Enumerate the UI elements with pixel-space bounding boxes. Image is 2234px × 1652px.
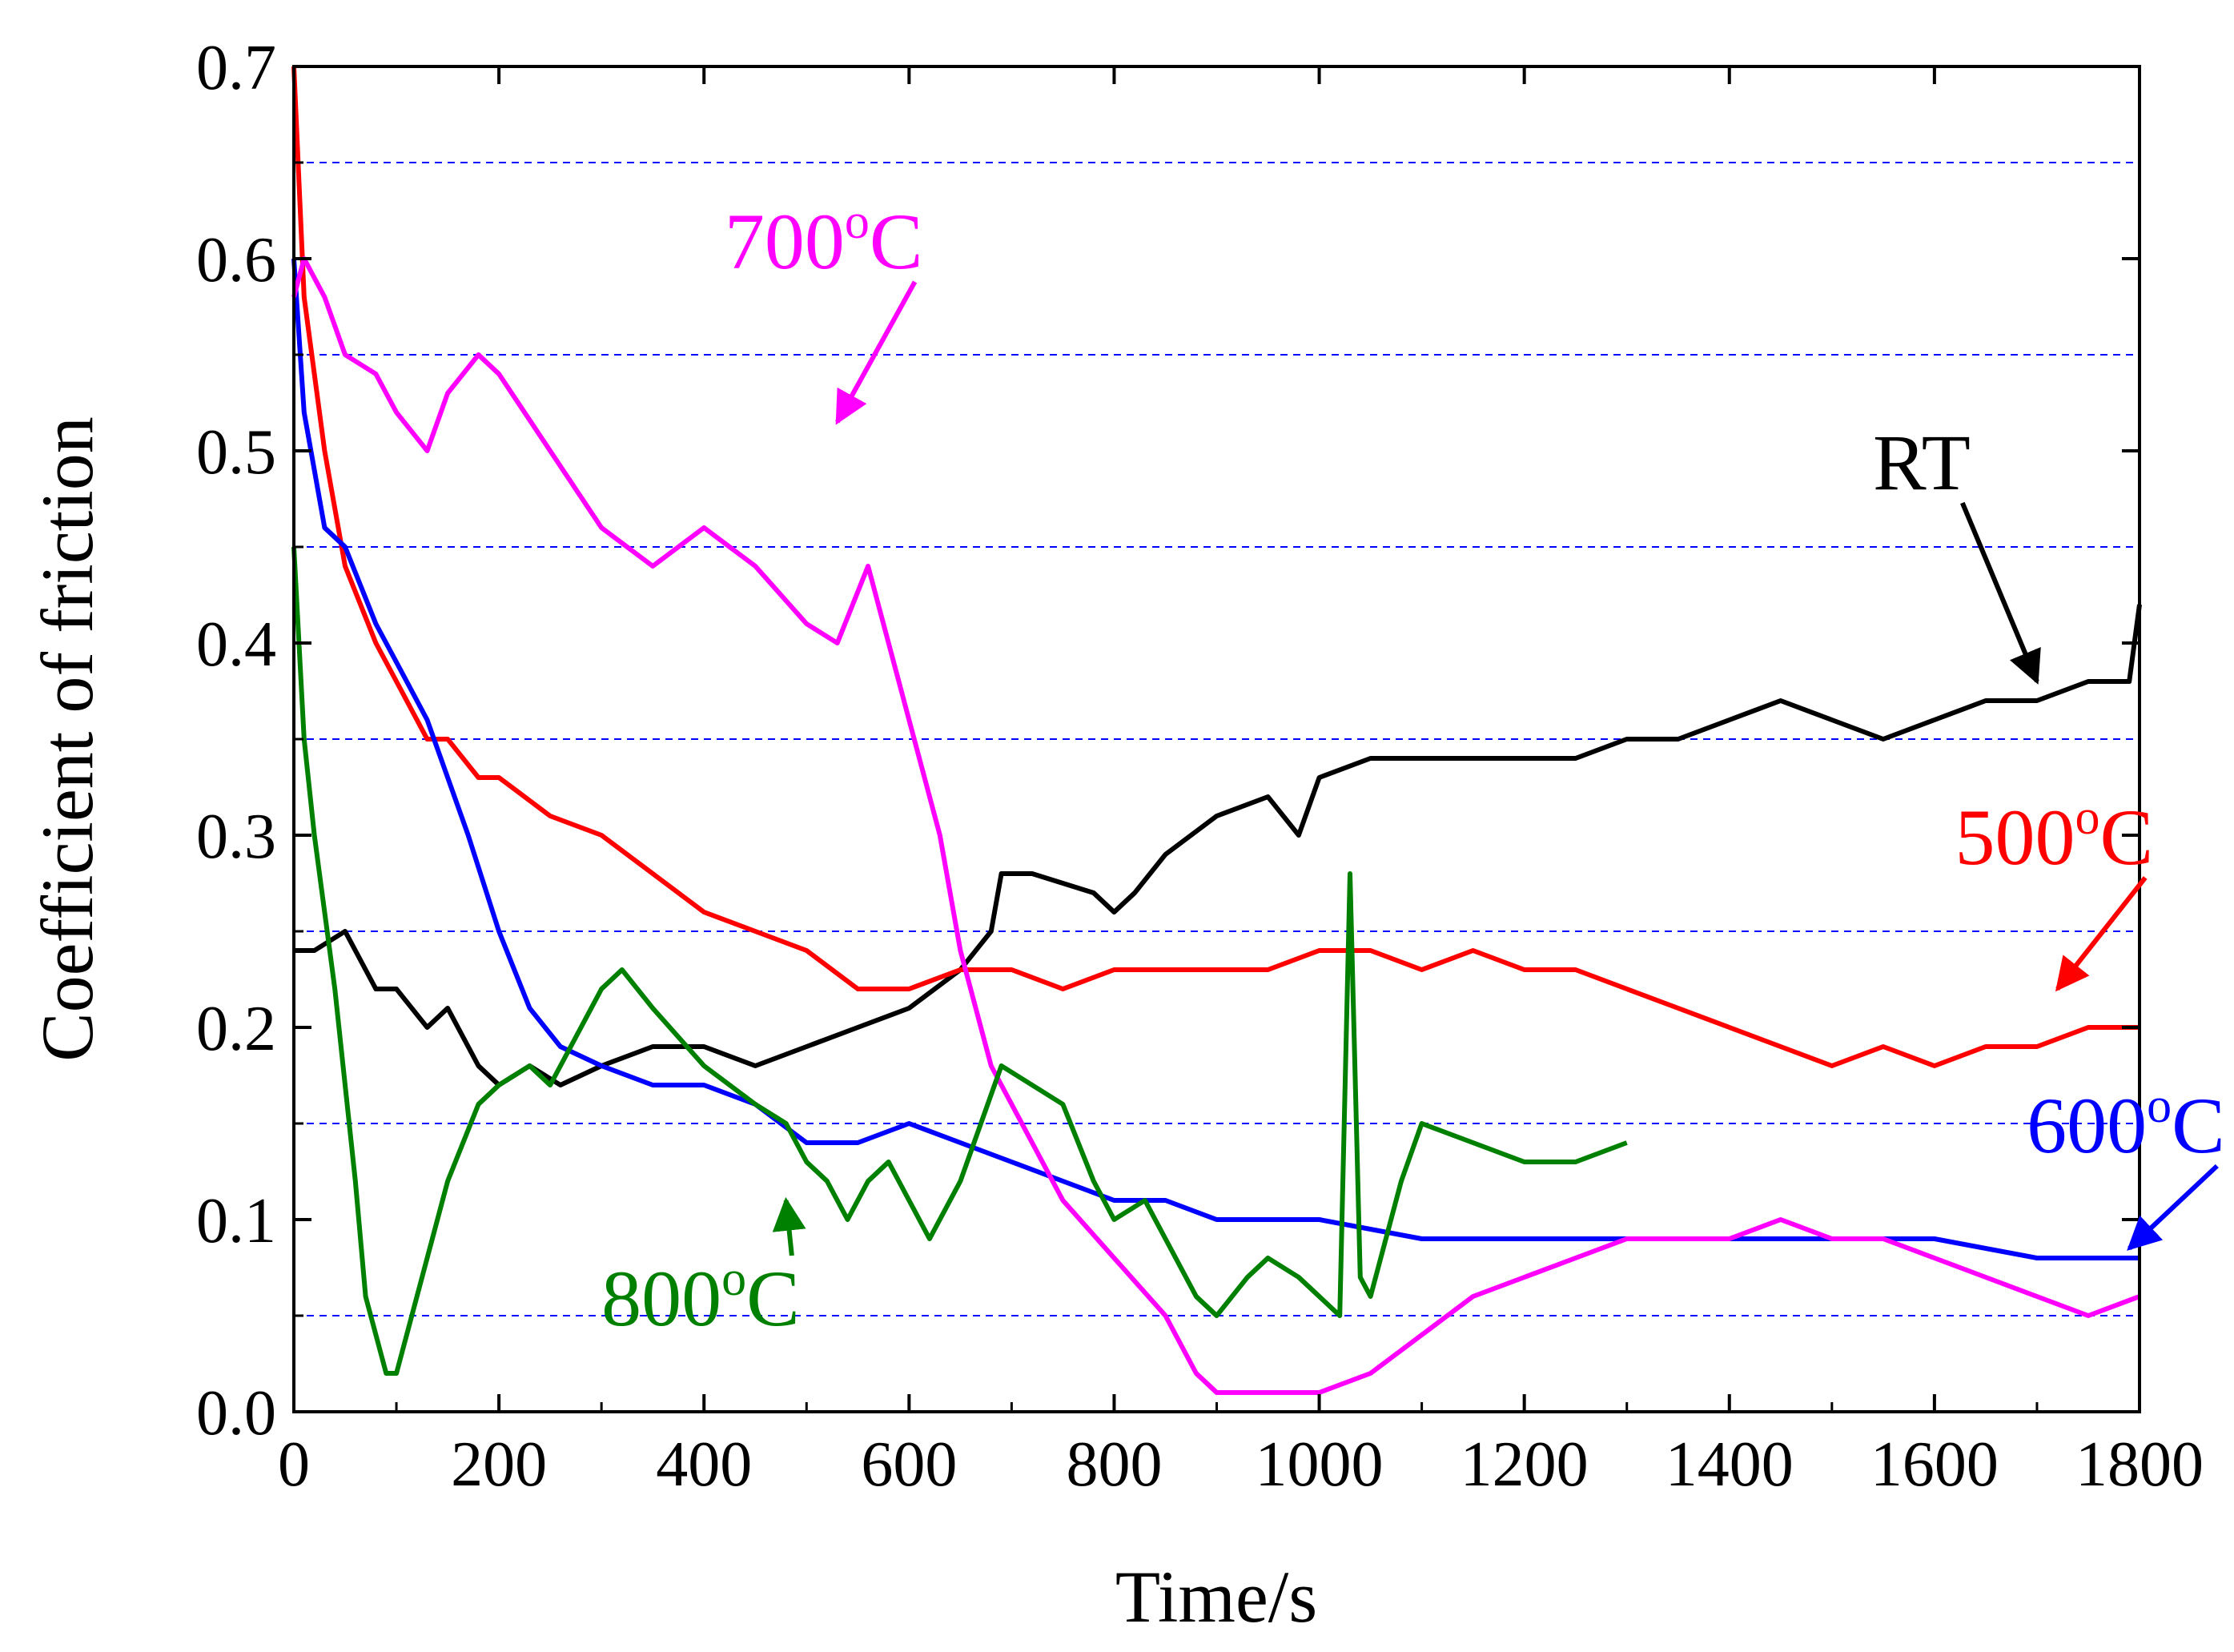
- series-line-3: [291, 256, 2141, 1395]
- y-tick-label: 0.1: [196, 1186, 276, 1256]
- annotation-unit-3: C: [870, 197, 923, 286]
- annotation-arrow-0: [1960, 501, 2041, 685]
- y-axis-title: Coefficient of friction: [26, 416, 108, 1062]
- annotation-unit-1: C: [2100, 793, 2154, 882]
- x-tick-label: 0: [278, 1429, 310, 1500]
- annotation-arrow-1: [2055, 876, 2148, 992]
- y-tick-label: 0.0: [196, 1378, 276, 1449]
- annotation-label-0: RT: [1873, 418, 1971, 507]
- annotation-degree-2: o: [2147, 1079, 2172, 1133]
- y-tick-label: 0.4: [196, 609, 276, 680]
- axis-ticks: [292, 65, 2141, 1413]
- annotation-label-1: 500oC: [1955, 790, 2154, 882]
- annotation-degree-1: o: [2075, 790, 2100, 845]
- grid-lines: [294, 162, 2140, 1316]
- series-lines: [291, 66, 2142, 1395]
- annotation-arrow-3: [835, 280, 918, 425]
- series-line-4: [291, 546, 1628, 1376]
- x-tick-label: 1000: [1256, 1429, 1384, 1500]
- x-tick-label: 1800: [2075, 1429, 2204, 1500]
- annotation-degree-4: o: [721, 1252, 746, 1306]
- x-tick-label: 1200: [1461, 1429, 1589, 1500]
- annotation-main-3: 700: [725, 197, 845, 286]
- annotation-unit-2: C: [2172, 1081, 2225, 1170]
- annotation-arrow-4: [772, 1196, 806, 1256]
- annotation-main-2: 600: [2027, 1081, 2147, 1170]
- x-tick-label: 600: [861, 1429, 957, 1500]
- annotation-main-4: 800: [601, 1254, 721, 1343]
- annotation-unit-4: C: [746, 1254, 800, 1343]
- x-tick-label: 800: [1066, 1429, 1162, 1500]
- annotation-label-3: 700oC: [725, 195, 923, 286]
- x-axis-title: Time/s: [1115, 1556, 1317, 1638]
- annotation-label-4: 800oC: [601, 1252, 800, 1343]
- y-tick-label: 0.3: [196, 802, 276, 872]
- x-tick-labels: 0 200 400 600 800 1000 1200 1400 1600 1800: [278, 1429, 2204, 1500]
- x-tick-label: 400: [656, 1429, 752, 1500]
- y-tick-label: 0.5: [196, 417, 276, 488]
- series-line-2: [291, 258, 2140, 1260]
- y-tick-label: 0.2: [196, 994, 276, 1064]
- x-tick-label: 1600: [1870, 1429, 1999, 1500]
- y-tick-label: 0.7: [196, 33, 276, 103]
- series-line-0: [294, 604, 2142, 1087]
- x-tick-label: 1400: [1665, 1429, 1794, 1500]
- annotation-degree-3: o: [845, 195, 870, 249]
- annotation-label-2: 600oC: [2027, 1079, 2225, 1170]
- annotation-arrow-2: [2127, 1164, 2219, 1251]
- annotation-main-1: 500: [1955, 793, 2075, 882]
- y-tick-labels: 0.0 0.1 0.2 0.3 0.4 0.5 0.6 0.7: [196, 33, 276, 1449]
- series-line-1: [291, 66, 2140, 1068]
- x-tick-label: 200: [451, 1429, 547, 1500]
- annotation-main-0: RT: [1873, 418, 1971, 507]
- y-tick-label: 0.6: [196, 225, 276, 295]
